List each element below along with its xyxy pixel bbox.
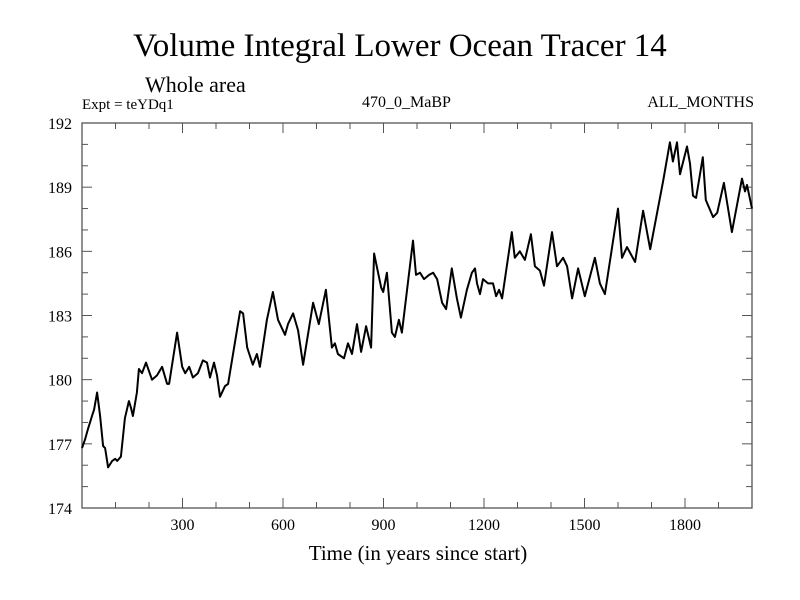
y-axis: 174 177 180 183 186 189 192 — [48, 116, 752, 518]
x-axis: 300 600 900 1200 1500 1800 — [115, 123, 719, 534]
experiment-label: Expt = teYDq1 — [82, 97, 174, 113]
x-tick-label: 600 — [271, 517, 295, 534]
y-tick-label: 192 — [48, 116, 72, 133]
period-label: 470_0_MaBP — [362, 94, 451, 111]
x-tick-label: 1800 — [669, 517, 701, 534]
months-label: ALL_MONTHS — [647, 94, 754, 111]
y-tick-label: 186 — [48, 244, 72, 261]
x-tick-label: 300 — [171, 517, 195, 534]
x-tick-label: 1200 — [468, 517, 500, 534]
chart-subtitle: Whole area — [145, 72, 246, 97]
chart-title: Volume Integral Lower Ocean Tracer 14 — [133, 28, 667, 64]
y-tick-label: 189 — [48, 180, 72, 197]
data-line — [81, 141, 753, 469]
x-axis-label: Time (in years since start) — [308, 541, 528, 565]
y-tick-label: 183 — [48, 309, 72, 326]
x-tick-label: 900 — [372, 517, 396, 534]
y-tick-label: 174 — [48, 501, 72, 518]
y-tick-label: 177 — [48, 437, 72, 454]
plot-frame — [81, 122, 753, 509]
y-tick-label: 180 — [48, 373, 72, 390]
x-tick-label: 1500 — [569, 517, 601, 534]
